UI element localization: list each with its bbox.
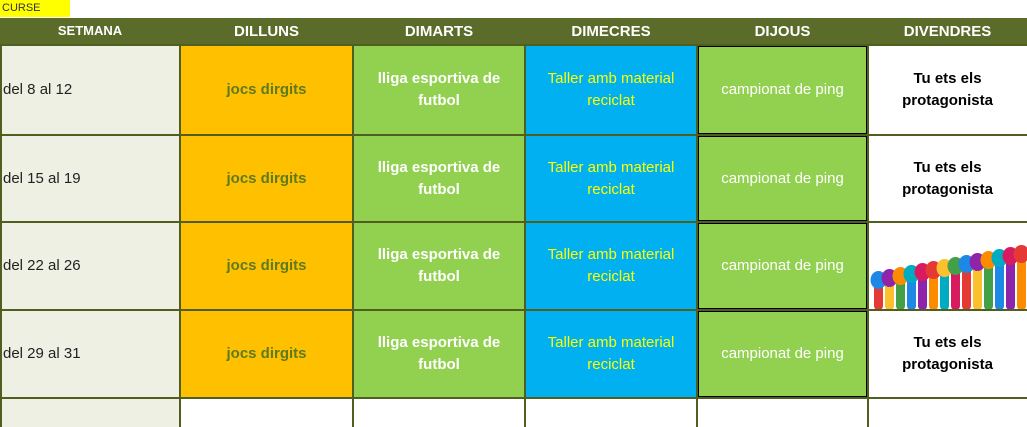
cell: jocs dirgits — [180, 135, 353, 222]
grid-line — [179, 45, 181, 427]
cell: Tu ets els protagonista — [868, 45, 1027, 135]
cell: del 29 al 31 — [0, 310, 180, 398]
badge: CURSE — [0, 0, 70, 17]
cell: Taller amb material reciclat — [525, 135, 697, 222]
grid-line — [696, 45, 698, 427]
cell: campionat de ping — [697, 45, 868, 135]
empty-cell — [868, 398, 1027, 427]
header-bar — [0, 18, 1027, 45]
cell: Taller amb material reciclat — [525, 310, 697, 398]
cell: Tu ets els protagonista — [868, 135, 1027, 222]
grid-line — [0, 134, 1027, 136]
empty-cell — [697, 398, 868, 427]
grid-line — [0, 397, 1027, 399]
cell: Taller amb material reciclat — [525, 222, 697, 310]
cell: del 8 al 12 — [0, 45, 180, 135]
grid-line — [0, 45, 2, 427]
cell: jocs dirgits — [180, 310, 353, 398]
header-cell: DILLUNS — [234, 22, 299, 40]
cell: lliga esportiva de futbol — [353, 222, 525, 310]
hands-image — [868, 222, 1027, 310]
empty-cell — [525, 398, 697, 427]
grid-line — [867, 45, 869, 427]
cell: del 22 al 26 — [0, 222, 180, 310]
grid-line — [0, 221, 1027, 223]
empty-cell — [180, 398, 353, 427]
empty-cell — [353, 398, 525, 427]
header-cell: DIVENDRES — [903, 22, 992, 40]
cell: lliga esportiva de futbol — [353, 135, 525, 222]
grid-line — [352, 45, 354, 427]
cell: lliga esportiva de futbol — [353, 310, 525, 398]
cell: campionat de ping — [697, 135, 868, 222]
cell: lliga esportiva de futbol — [353, 45, 525, 135]
cell: Tu ets els protagonista — [868, 310, 1027, 398]
grid-line — [0, 44, 1027, 46]
grid-line — [524, 45, 526, 427]
header-cell: DIJOUS — [754, 22, 811, 40]
cell: campionat de ping — [697, 222, 868, 310]
cell: jocs dirgits — [180, 222, 353, 310]
header-cell: DIMECRES — [571, 22, 651, 40]
cell: campionat de ping — [697, 310, 868, 398]
header-cell: DIMARTS — [404, 22, 474, 40]
hands — [870, 245, 1027, 310]
grid-line — [0, 309, 1027, 311]
cell: del 15 al 19 — [0, 135, 180, 222]
header-cell: SETMANA — [57, 23, 123, 39]
empty-cell — [0, 398, 180, 427]
cell: Taller amb material reciclat — [525, 45, 697, 135]
cell: jocs dirgits — [180, 45, 353, 135]
